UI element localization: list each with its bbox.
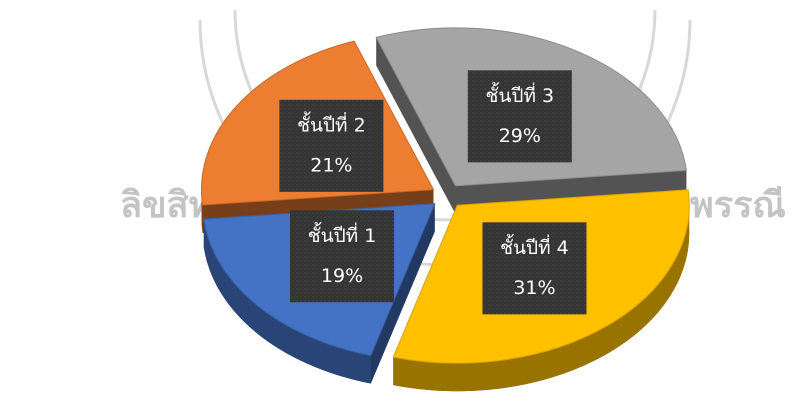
label-box xyxy=(279,99,384,192)
slice-wall xyxy=(376,37,456,214)
data-label: ชั้นปีที่ 3 29% xyxy=(467,70,572,163)
data-label: ชั้นปีที่ 4 31% xyxy=(482,222,587,315)
value-label: 31% xyxy=(513,277,555,299)
value-label: 19% xyxy=(321,265,363,287)
label-box xyxy=(482,222,587,315)
category-label: ชั้นปีที่ 1 xyxy=(308,222,377,247)
data-label: ชั้นปีที่ 1 19% xyxy=(290,210,395,303)
label-box xyxy=(290,210,395,303)
category-label: ชั้นปีที่ 3 xyxy=(486,82,555,107)
watermark-text: พรรณี xyxy=(690,185,786,226)
category-label: ชั้นปีที่ 2 xyxy=(297,111,366,136)
data-label: ชั้นปีที่ 2 21% xyxy=(279,99,384,192)
value-label: 29% xyxy=(499,125,541,147)
label-box xyxy=(467,70,572,163)
slice-rim xyxy=(393,205,690,392)
category-label: ชั้นปีที่ 4 xyxy=(500,234,569,259)
pie: ชั้นปีที่ 1 19% ชั้นปีที่ 2 21% ชั้นปีที่ 3 2… xyxy=(200,27,690,392)
slice-rim xyxy=(203,219,371,384)
value-label: 21% xyxy=(310,154,352,176)
slice-wall xyxy=(370,203,435,384)
